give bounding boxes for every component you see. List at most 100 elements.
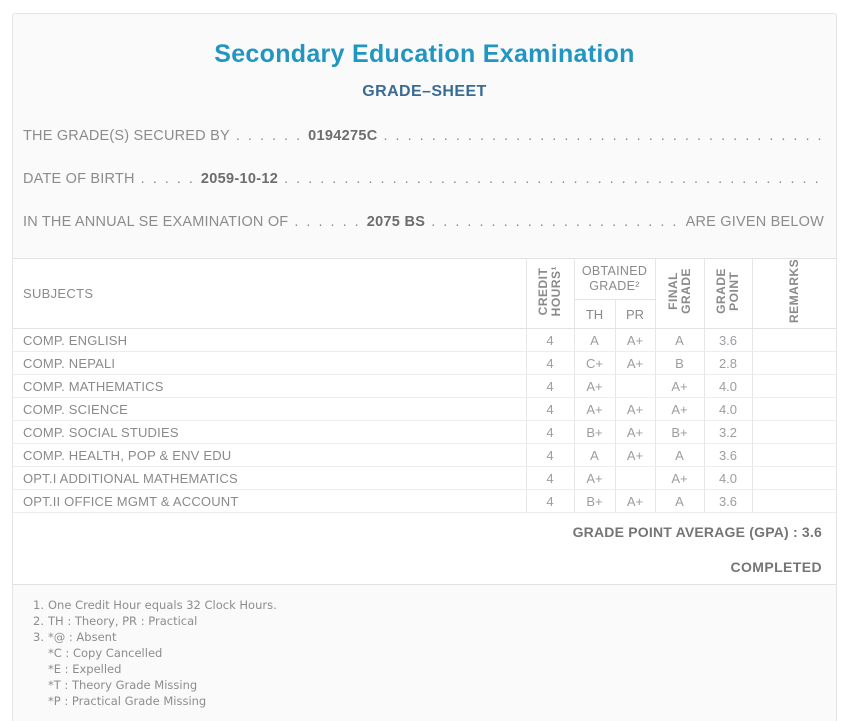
footnote-number	[33, 677, 48, 693]
col-header-remarks: REMARKS³	[751, 258, 836, 329]
final-grade: A	[654, 443, 704, 467]
gpa-summary: GRADE POINT AVERAGE (GPA) : 3.6	[572, 523, 822, 540]
dob-label: DATE OF BIRTH	[23, 172, 135, 187]
grade-point: 3.6	[703, 443, 752, 467]
remarks-value	[751, 397, 836, 421]
col-header-final-grade: FINAL GRADE	[654, 258, 704, 329]
remarks-value	[751, 489, 836, 513]
theory-grade: C+	[573, 351, 615, 375]
remarks-value	[751, 420, 836, 444]
credit-hours-value: 4	[525, 397, 574, 421]
footnote-number	[33, 645, 48, 661]
dot-leader: . . . . .	[140, 172, 195, 187]
footnote-text: *E : Expelled	[48, 662, 122, 676]
footnote-text: *@ : Absent	[48, 630, 117, 644]
status-badge: COMPLETED	[730, 559, 822, 576]
dot-leader: . . . . . . . . . . . . . . . . . . . . …	[284, 172, 824, 187]
theory-grade: B+	[573, 489, 615, 513]
subject-name: COMP. MATHEMATICS	[13, 374, 526, 398]
footnote-number: 3.	[33, 630, 44, 644]
table-row: COMP. HEALTH, POP & ENV EDU 4 A A+ A 3.6	[13, 443, 836, 467]
remarks-value	[751, 443, 836, 467]
gpa-row: GRADE POINT AVERAGE (GPA) : 3.6	[13, 513, 836, 551]
table-row: COMP. NEPALI 4 C+ A+ B 2.8	[13, 351, 836, 375]
table-row: COMP. SOCIAL STUDIES 4 B+ A+ B+ 3.2	[13, 420, 836, 444]
col-header-theory: TH	[573, 299, 615, 329]
status-row: COMPLETED	[13, 551, 836, 585]
grade-point: 3.6	[703, 328, 752, 352]
subject-name: COMP. SOCIAL STUDIES	[13, 420, 526, 444]
theory-grade: A+	[573, 374, 615, 398]
practical-grade: A+	[614, 328, 655, 352]
subject-name: OPT.I ADDITIONAL MATHEMATICS	[13, 466, 526, 490]
dob-value: 2059-10-12	[200, 172, 279, 187]
col-header-practical: PR	[614, 299, 655, 329]
subject-name: COMP. SCIENCE	[13, 397, 526, 421]
gradesheet-panel: Secondary Education Examination GRADE–SH…	[12, 13, 837, 721]
student-symbol-number: 0194275C	[308, 129, 378, 144]
credit-hours-value: 4	[525, 374, 574, 398]
exam-year-label: IN THE ANNUAL SE EXAMINATION OF	[23, 215, 289, 230]
remarks-value	[751, 466, 836, 490]
table-row: COMP. ENGLISH 4 A A+ A 3.6	[13, 328, 836, 352]
footnote-text: *P : Practical Grade Missing	[48, 694, 207, 708]
credit-hours-value: 4	[525, 420, 574, 444]
footnote-line: *E : Expelled	[33, 661, 836, 677]
table-row: OPT.II OFFICE MGMT & ACCOUNT 4 B+ A+ A 3…	[13, 489, 836, 513]
practical-grade	[614, 466, 655, 490]
final-grade: A+	[654, 374, 704, 398]
grade-point: 2.8	[703, 351, 752, 375]
are-given-below-label: ARE GIVEN BELOW	[685, 215, 824, 230]
student-info-block: THE GRADE(S) SECURED BY . . . . . . 0194…	[23, 129, 824, 230]
col-header-credit-hours: CREDIT HOURS¹	[525, 258, 574, 329]
theory-grade: B+	[573, 420, 615, 444]
col-header-subjects: SUBJECTS	[13, 258, 526, 329]
info-line-secured-by: THE GRADE(S) SECURED BY . . . . . . 0194…	[23, 129, 824, 144]
credit-hours-value: 4	[525, 328, 574, 352]
secured-by-label: THE GRADE(S) SECURED BY	[23, 129, 230, 144]
credit-hours-rotated-label: CREDIT HOURS¹	[536, 265, 563, 317]
footnote-number	[33, 693, 48, 709]
remarks-rotated-label: REMARKS³	[786, 258, 801, 324]
final-grade: B+	[654, 420, 704, 444]
dot-leader: . . . . . . . . . . . . . . . . . . . . …	[431, 215, 679, 230]
grade-point: 3.2	[703, 420, 752, 444]
footnote-line: 1. One Credit Hour equals 32 Clock Hours…	[33, 597, 836, 613]
remarks-value	[751, 351, 836, 375]
table-row: OPT.I ADDITIONAL MATHEMATICS 4 A+ A+ 4.0	[13, 466, 836, 490]
footnote-number: 2.	[33, 614, 44, 628]
theory-grade: A	[573, 328, 615, 352]
final-grade-rotated-label: FINAL GRADE	[665, 268, 693, 314]
dot-leader: . . . . . . . . . . . . . . . . . . . . …	[383, 129, 824, 144]
grade-point: 3.6	[703, 489, 752, 513]
practical-grade: A+	[614, 420, 655, 444]
footnote-text: One Credit Hour equals 32 Clock Hours.	[48, 598, 277, 612]
footnote-line: *C : Copy Cancelled	[33, 645, 836, 661]
gradesheet-subtitle: GRADE–SHEET	[362, 83, 487, 100]
footnote-text: *T : Theory Grade Missing	[48, 678, 198, 692]
credit-hours-value: 4	[525, 466, 574, 490]
practical-grade: A+	[614, 351, 655, 375]
subject-name: COMP. ENGLISH	[13, 328, 526, 352]
footnote-line: *T : Theory Grade Missing	[33, 677, 836, 693]
info-line-date-of-birth: DATE OF BIRTH . . . . . 2059-10-12 . . .…	[23, 172, 824, 187]
document-title: Secondary Education Examination	[214, 40, 635, 68]
footnote-text: *C : Copy Cancelled	[48, 646, 163, 660]
exam-year-value: 2075 BS	[366, 215, 426, 230]
footnote-line: 3. *@ : Absent	[33, 629, 836, 645]
practical-grade: A+	[614, 489, 655, 513]
info-line-exam-year: IN THE ANNUAL SE EXAMINATION OF . . . . …	[23, 215, 824, 230]
table-row: COMP. MATHEMATICS 4 A+ A+ 4.0	[13, 374, 836, 398]
footnote-number: 1.	[33, 598, 44, 612]
footnotes-block: 1. One Credit Hour equals 32 Clock Hours…	[33, 597, 836, 709]
credit-hours-value: 4	[525, 351, 574, 375]
subject-name: OPT.II OFFICE MGMT & ACCOUNT	[13, 489, 526, 513]
remarks-value	[751, 328, 836, 352]
final-grade: A+	[654, 466, 704, 490]
practical-grade	[614, 374, 655, 398]
table-row: COMP. SCIENCE 4 A+ A+ A+ 4.0	[13, 397, 836, 421]
practical-grade: A+	[614, 397, 655, 421]
grade-point: 4.0	[703, 374, 752, 398]
footnote-text: TH : Theory, PR : Practical	[48, 614, 198, 628]
footnote-line: *P : Practical Grade Missing	[33, 693, 836, 709]
